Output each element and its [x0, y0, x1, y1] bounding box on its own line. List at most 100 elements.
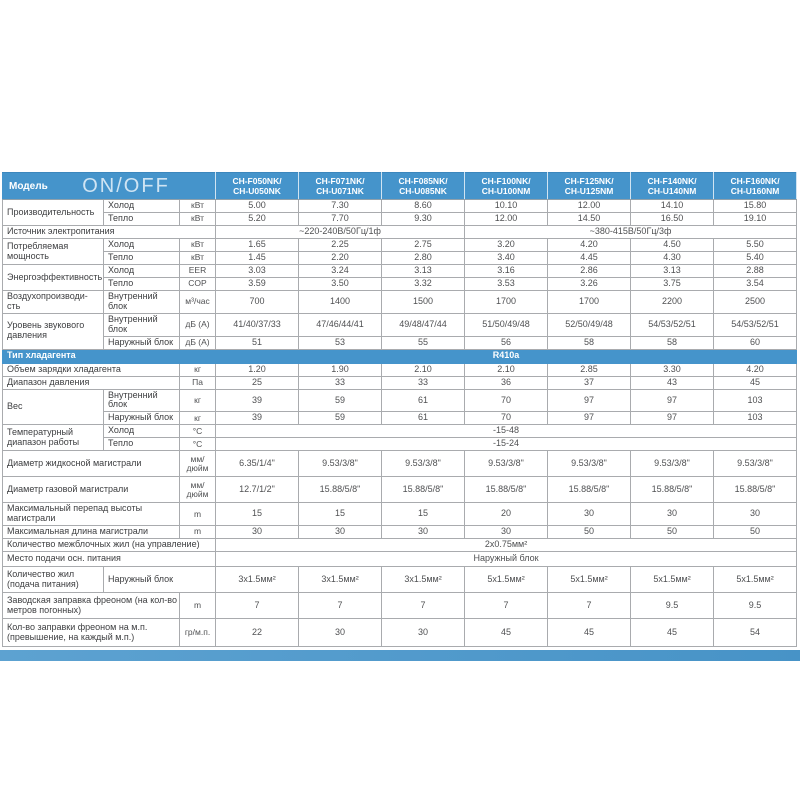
spec-value: 3.54 — [713, 277, 798, 291]
spec-value: 1700 — [547, 290, 632, 314]
spec-row: Кол-во заправки фреоном на м.п. (превыше… — [2, 618, 798, 648]
spec-value: 15.88/5/8" — [630, 476, 715, 504]
spec-value: 5х1.5мм² — [547, 566, 632, 594]
spec-sublabel: Холод — [103, 238, 180, 252]
spec-value: 9.53/3/8" — [381, 450, 466, 478]
spec-value: 50 — [713, 525, 798, 540]
spec-value: Наружный блок — [215, 551, 798, 568]
spec-value: 9.53/3/8" — [547, 450, 632, 478]
spec-unit: дБ (А) — [178, 335, 217, 350]
spec-value: 6.35/1/4" — [215, 450, 300, 478]
spec-value: 5.40 — [713, 251, 798, 265]
spec-value: 50 — [630, 525, 715, 540]
spec-value: 59 — [298, 388, 383, 413]
spec-unit: °C — [178, 437, 217, 452]
spec-row: Место подачи осн. питания Наружный блок — [1, 551, 798, 568]
spec-value: 15 — [298, 502, 383, 527]
spec-value: 53 — [298, 335, 383, 350]
spec-unit: кг — [178, 388, 217, 413]
model-header-cell: Модель ON/OFF — [1, 172, 217, 200]
spec-value: 12.7/1/2" — [215, 476, 300, 504]
model-column-header: CH-F050NK/CH-U050NK — [215, 172, 300, 200]
spec-sublabel: Тепло — [103, 212, 180, 226]
spec-row: Диаметр жидкосной магистрали мм/ дюйм 6.35… — [2, 450, 798, 478]
spec-value: 15 — [215, 502, 300, 527]
spec-label: Температурный диапазон работы — [2, 424, 104, 452]
spec-value: 3.30 — [630, 362, 715, 377]
spec-value: 3.40 — [464, 251, 549, 265]
spec-value: 2500 — [713, 290, 798, 314]
spec-value: 47/46/44/41 — [298, 312, 383, 337]
spec-value: 3.75 — [630, 277, 715, 291]
spec-value: 5.00 — [215, 199, 300, 213]
spec-value: 58 — [630, 335, 715, 350]
spec-value: 45 — [464, 618, 549, 648]
spec-label: Диаметр газовой магистрали — [2, 476, 180, 504]
spec-value: 1500 — [381, 290, 466, 314]
spec-unit: мм/ дюйм — [178, 450, 217, 478]
spec-table: Модель ON/OFF CH-F050NK/CH-U050NK CH-F071… — [1, 172, 798, 648]
spec-unit: кг — [178, 362, 217, 377]
spec-value: 3.59 — [215, 277, 300, 291]
spec-value: 43 — [630, 375, 715, 390]
spec-unit: кВт — [178, 251, 217, 265]
spec-value: 3.24 — [298, 264, 383, 278]
spec-value: 25 — [215, 375, 300, 390]
refrigerant-band-row: Тип хладагента R410a — [1, 348, 798, 364]
model-label: Модель — [9, 180, 48, 192]
spec-value: 49/48/47/44 — [381, 312, 466, 337]
spec-value: 30 — [630, 502, 715, 527]
spec-value: ~220-240В/50Гц/1ф — [215, 225, 466, 239]
spec-unit: гр/м.п. — [178, 618, 217, 648]
spec-value: 1.20 — [215, 362, 300, 377]
spec-unit: °C — [178, 424, 217, 439]
spec-value: 8.60 — [381, 199, 466, 213]
spec-value: 39 — [215, 388, 300, 413]
spec-value: 30 — [215, 525, 300, 540]
spec-row: Тепло кВт 5.20 7.70 9.30 12.00 14.50 16.50 19.10 — [3, 212, 798, 226]
spec-sublabel: Наружный блок — [102, 566, 217, 594]
spec-value: 7 — [298, 592, 383, 620]
spec-label: Диаметр жидкосной магистрали — [2, 450, 180, 478]
spec-value: 45 — [630, 618, 715, 648]
spec-unit: кг — [178, 411, 217, 426]
refrigerant-type-value: R410a — [215, 348, 798, 364]
spec-value: 19.10 — [713, 212, 798, 226]
spec-value: 4.20 — [547, 238, 632, 252]
model-column-header: CH-F071NK/CH-U071NK — [298, 172, 383, 200]
spec-value: 10.10 — [464, 199, 549, 213]
spec-value: 30 — [464, 525, 549, 540]
model-name-line1: CH-F071NK/ — [315, 175, 365, 186]
series-label: ON/OFF — [82, 174, 170, 197]
model-name-line2: CH-U050NK — [233, 186, 281, 196]
spec-sublabel: Холод — [103, 264, 180, 278]
spec-value: 3.13 — [381, 264, 466, 278]
spec-value: 2.10 — [381, 362, 466, 377]
spec-unit: m — [178, 525, 217, 540]
spec-value: 3.32 — [381, 277, 466, 291]
spec-value: 2.25 — [298, 238, 383, 252]
spec-label: Уровень звукового давления — [2, 312, 104, 350]
spec-value: 3.13 — [630, 264, 715, 278]
spec-sublabel: Тепло — [103, 251, 180, 265]
spec-label: Количество межблочных жил (на управление… — [1, 538, 217, 553]
spec-value: 61 — [381, 411, 466, 426]
spec-table-body: Производительность Холод кВт 5.00 7.30 8.60 10… — [1, 199, 798, 648]
spec-row: Максимальная длина магистрали m 30 30 30 30 50… — [2, 525, 798, 540]
spec-row: Диапазон давления Па 25 33 33 36 37 43 45 — [2, 375, 798, 390]
spec-value: 2.20 — [298, 251, 383, 265]
spec-value: 37 — [547, 375, 632, 390]
spec-value: 2.75 — [381, 238, 466, 252]
spec-row: Тепло °C -15-24 — [3, 437, 798, 452]
spec-unit: мм/ дюйм — [178, 476, 217, 504]
spec-unit: Па — [178, 375, 217, 390]
spec-value: 4.30 — [630, 251, 715, 265]
spec-sublabel: Холод — [103, 199, 180, 213]
spec-value: 4.20 — [713, 362, 798, 377]
spec-label: Объем зарядки хладагента — [2, 362, 180, 377]
spec-value: 2200 — [630, 290, 715, 314]
spec-value: 5х1.5мм² — [713, 566, 798, 594]
spec-value: 2.88 — [713, 264, 798, 278]
spec-value: 3.16 — [464, 264, 549, 278]
